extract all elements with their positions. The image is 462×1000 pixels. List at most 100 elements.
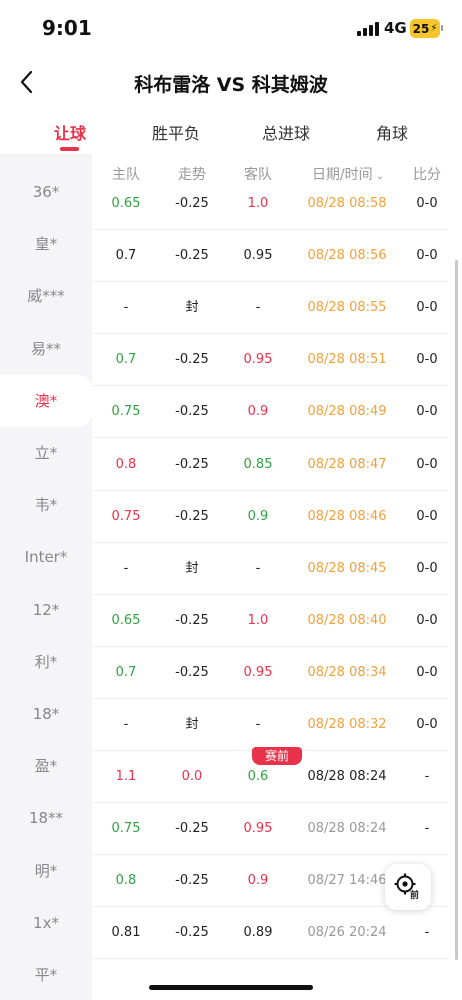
cell-away: 0.95 [243, 248, 273, 264]
table-row: 0.75 -0.25 0.95 08/28 08:24 - [92, 803, 448, 856]
battery-tip [441, 25, 443, 31]
pre-match-badge: 赛前 [252, 747, 302, 766]
cell-date: 08/28 08:40 [307, 612, 387, 628]
cell-trend: 封 [185, 300, 199, 316]
cell-score: 0-0 [416, 717, 438, 732]
cell-away: 0.89 [243, 925, 273, 941]
table-row: 0.7 -0.25 0.95 08/28 08:56 0-0 [92, 230, 448, 283]
cell-home: - [123, 717, 129, 732]
cell-away: - [255, 560, 261, 576]
sidebar-item-bookmaker[interactable]: 明* [34, 861, 58, 880]
cell-home: - [123, 300, 129, 316]
cell-away: 0.85 [243, 456, 273, 472]
sidebar-item-bookmaker[interactable]: 18** [28, 809, 64, 828]
table-row: 0.65 -0.25 1.0 08/28 08:58 0-0 [92, 178, 448, 230]
sidebar-item-bookmaker[interactable]: 36* [32, 183, 60, 201]
cell-away: 0.95 [243, 821, 273, 837]
tab-handicap[interactable]: 让球 [53, 124, 86, 143]
network-type: 4G [384, 19, 407, 37]
cell-trend: -0.25 [175, 196, 209, 211]
locate-pre-match-button[interactable]: 前 [385, 864, 431, 910]
sidebar-item-bookmaker[interactable]: 澳* [0, 374, 92, 427]
scrollbar[interactable] [455, 260, 458, 960]
cell-home: 1.1 [115, 769, 137, 785]
col-header-date-label: 日期/时间 [311, 167, 373, 183]
cell-date: 08/28 08:46 [307, 508, 387, 524]
table-row: - 封 - 08/28 08:45 0-0 [92, 543, 448, 595]
cell-date: 08/28 08:56 [307, 248, 387, 264]
chevron-down-icon: ⌄ [375, 171, 385, 182]
sidebar-item-bookmaker[interactable]: 韦* [34, 496, 58, 515]
sidebar-item-bookmaker[interactable]: 1x* [33, 913, 59, 932]
cell-home: 0.65 [111, 196, 141, 211]
odds-table: 主队 走势 客队 日期/时间 ⌄ 比分 0.65 -0.25 1.0 08/28 08:… [92, 154, 462, 1000]
cell-away: - [255, 300, 261, 316]
cell-away: - [255, 717, 261, 732]
sidebar-item-bookmaker[interactable]: 皇* [34, 235, 58, 254]
cell-date: 08/28 08:47 [307, 456, 387, 472]
cell-score: 0-0 [416, 664, 438, 680]
sidebar-item-bookmaker[interactable]: 平* [34, 966, 58, 984]
col-header-home: 主队 [112, 167, 140, 183]
table-row: 0.75 -0.25 0.9 08/28 08:46 0-0 [92, 491, 448, 543]
sidebar-item-bookmaker[interactable]: 12* [32, 600, 60, 619]
table-row: 0.8 -0.25 0.9 08/27 14:46 [92, 855, 448, 908]
cell-away: 0.9 [247, 873, 269, 889]
sidebar-item-bookmaker[interactable]: 威*** [27, 287, 65, 306]
locate-button-label: 前 [410, 891, 420, 901]
col-header-date-sort[interactable]: 日期/时间 ⌄ [298, 164, 398, 184]
cell-date: 08/28 08:49 [307, 404, 387, 420]
cell-home: 0.75 [111, 821, 141, 837]
bookmaker-sidebar[interactable]: 36* 皇* 威*** 易** 澳* 立* 韦* Inter* 12* 利* 18* 盈* 18** 明*… [0, 154, 92, 1000]
cell-score: 0-0 [416, 560, 438, 576]
sidebar-item-bookmaker[interactable]: 盈* [34, 757, 58, 776]
cell-home: 0.8 [115, 873, 137, 889]
cell-score: 0-0 [416, 300, 438, 316]
cell-trend: -0.25 [175, 508, 209, 524]
table-row: 0.81 -0.25 0.89 08/26 20:24 - [92, 907, 448, 960]
cell-date: 08/28 08:24 [307, 769, 387, 785]
nav-header: 科布雷洛 VS 科其姆波 [0, 60, 462, 104]
tab-total-goals[interactable]: 总进球 [261, 124, 310, 143]
cell-trend: -0.25 [175, 248, 209, 264]
status-time: 9:01 [42, 16, 92, 40]
sidebar-item-bookmaker[interactable]: 立* [34, 444, 58, 462]
home-indicator [149, 985, 313, 990]
back-button[interactable] [14, 66, 44, 98]
sidebar-item-bookmaker[interactable]: 18* [32, 705, 60, 723]
cell-trend: 封 [185, 717, 199, 732]
tab-corners[interactable]: 角球 [375, 124, 408, 143]
cell-away: 0.95 [243, 352, 273, 368]
cell-home: 0.7 [115, 664, 137, 680]
table-row: 赛前 1.1 0.0 0.6 08/28 08:24 - [92, 747, 448, 804]
chevron-left-icon [20, 70, 33, 94]
cell-score: 0-0 [416, 508, 438, 524]
cell-home: 0.7 [115, 248, 137, 264]
cell-date: 08/28 08:51 [307, 352, 387, 368]
cell-home: - [123, 560, 129, 576]
cell-home: 0.65 [111, 612, 141, 628]
col-header-trend: 走势 [178, 167, 206, 183]
cell-home: 0.7 [115, 352, 137, 368]
cell-score: - [424, 925, 430, 941]
cell-home: 0.75 [111, 404, 141, 420]
cell-trend: -0.25 [175, 456, 209, 472]
sidebar-item-bookmaker[interactable]: 利* [34, 652, 58, 671]
page-title: 科布雷洛 VS 科其姆波 [134, 74, 328, 96]
sidebar-item-bookmaker[interactable]: 易** [30, 339, 61, 358]
tab-win-draw-lose[interactable]: 胜平负 [151, 124, 200, 143]
crosshair-icon [394, 873, 416, 895]
cell-score: - [424, 769, 430, 785]
cell-score: - [424, 821, 430, 837]
cell-score: 0-0 [416, 196, 438, 211]
cell-away: 0.6 [247, 769, 269, 785]
table-row: - 封 - 08/28 08:55 0-0 [92, 282, 448, 335]
cell-away: 1.0 [247, 612, 269, 628]
cell-score: 0-0 [416, 404, 438, 420]
cell-date: 08/28 08:32 [307, 717, 387, 732]
cell-date: 08/28 08:45 [307, 560, 387, 576]
table-row: 0.65 -0.25 1.0 08/28 08:40 0-0 [92, 595, 448, 647]
sidebar-item-bookmaker[interactable]: Inter* [24, 548, 68, 567]
cell-away: 0.9 [247, 404, 269, 420]
cell-score: 0-0 [416, 248, 438, 264]
